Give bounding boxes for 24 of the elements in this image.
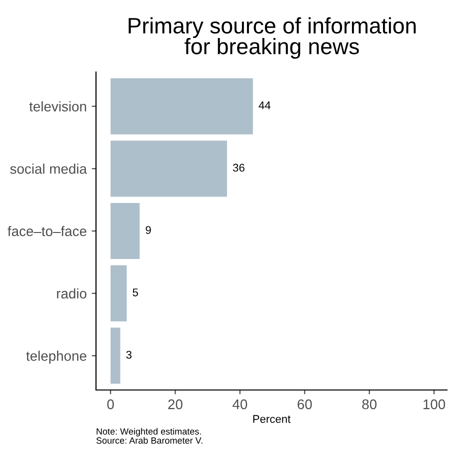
bar: [110, 202, 140, 260]
x-tick-label: 80: [362, 399, 377, 410]
bar: [110, 328, 120, 384]
x-tick-label: 60: [298, 399, 312, 410]
y-tick-label: social media: [10, 164, 87, 174]
bar: [110, 265, 127, 322]
x-tick-label: 0: [107, 399, 114, 410]
data-label: 9: [146, 226, 151, 234]
bar: [110, 78, 253, 134]
x-tick-label: 100: [424, 399, 446, 410]
y-tick-label: television: [29, 101, 86, 112]
y-tick-label: radio: [57, 288, 86, 299]
y-tick-label: face–to–face: [8, 226, 86, 236]
text: Note: Weighted estimates. Source: Arab Barometer V.: [96, 428, 202, 444]
x-tick-label: 20: [168, 399, 182, 410]
bar: [110, 140, 228, 197]
x-axis-title: Percent: [253, 415, 291, 423]
data-label: 44: [258, 102, 270, 110]
x-tick-label: 40: [232, 399, 248, 410]
data-label: 3: [126, 350, 132, 359]
data-label: 5: [132, 288, 138, 296]
data-label: 36: [233, 164, 244, 172]
chart-title: Primary source of information for breaking news: [128, 17, 416, 59]
y-tick-label: telephone: [26, 350, 86, 364]
